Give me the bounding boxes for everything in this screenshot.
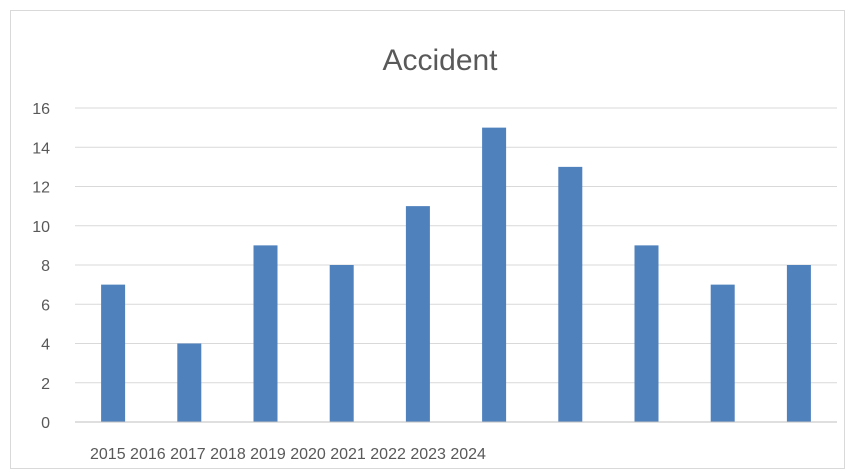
bar	[329, 265, 354, 422]
x-axis-labels: 2015 2016 2017 2018 2019 2020 2021 2022 …	[90, 446, 486, 463]
y-axis-ticks: 0 2 4 6 8 10 12 14 16	[32, 101, 50, 432]
y-tick-label: 16	[32, 101, 50, 118]
bar	[558, 166, 583, 422]
y-tick-label: 8	[41, 258, 50, 275]
gridlines	[75, 107, 837, 384]
bar	[482, 127, 507, 422]
y-tick-label: 0	[41, 415, 50, 432]
y-tick-label: 2	[41, 376, 50, 393]
bar	[710, 284, 735, 422]
bar	[101, 284, 126, 422]
bar	[177, 343, 202, 422]
bar	[634, 245, 659, 422]
y-tick-label: 6	[41, 297, 50, 314]
y-tick-label: 12	[32, 180, 50, 197]
y-tick-label: 4	[41, 337, 50, 354]
bar	[786, 265, 811, 422]
y-tick-label: 10	[32, 219, 50, 236]
bars	[101, 127, 811, 422]
y-tick-label: 14	[32, 140, 50, 157]
bar	[405, 206, 430, 422]
chart-title: Accident	[382, 44, 498, 77]
bar	[253, 245, 278, 422]
